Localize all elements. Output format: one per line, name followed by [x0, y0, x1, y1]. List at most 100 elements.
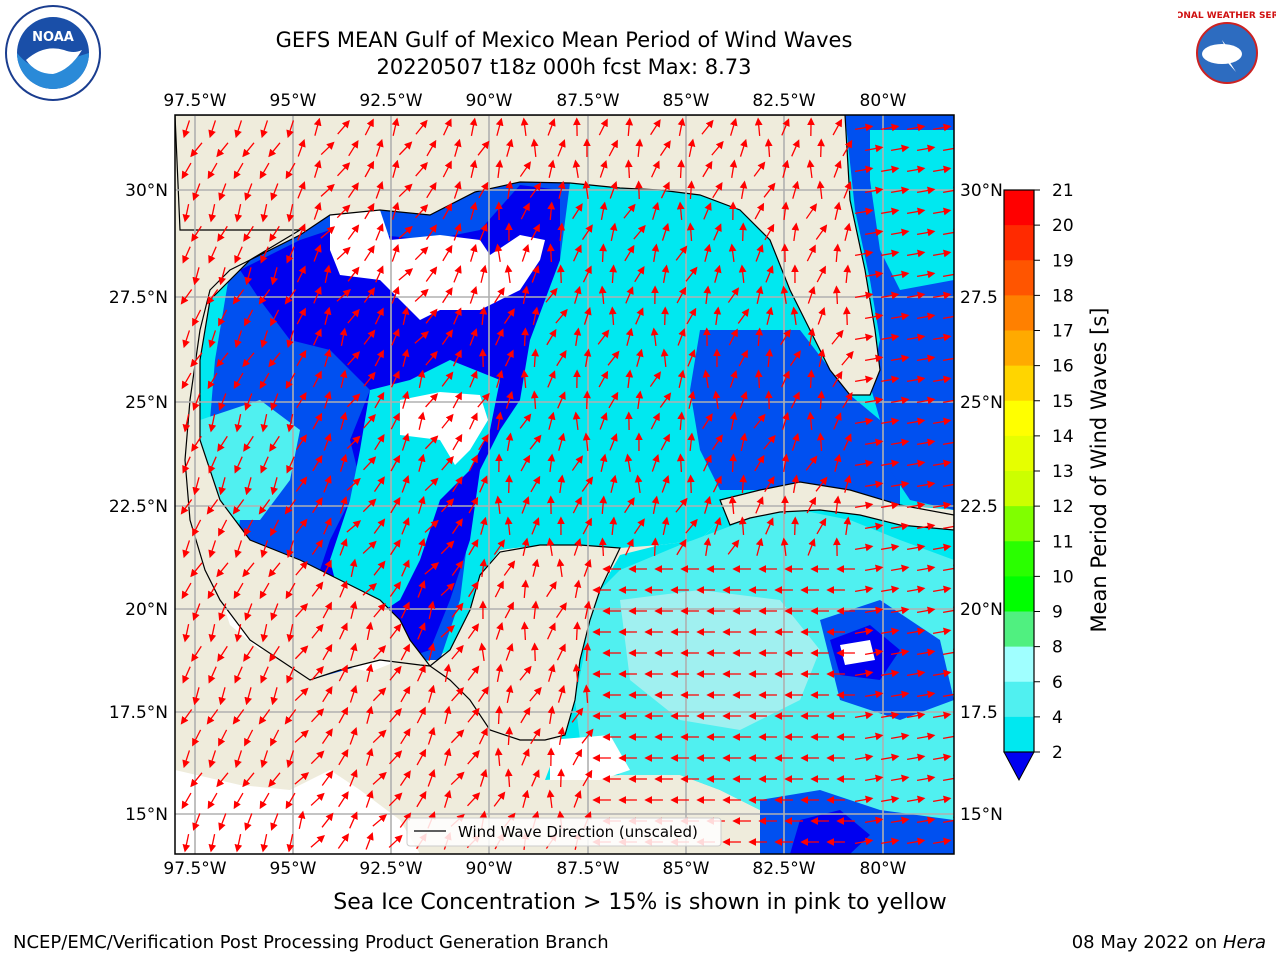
- wind-wave-arrow: [686, 222, 695, 242]
- wind-wave-arrow: [417, 622, 426, 640]
- wind-wave-arrow: [389, 623, 402, 639]
- wind-wave-arrow: [573, 790, 582, 808]
- colorbar-segment: [1004, 506, 1034, 542]
- wind-wave-arrow: [347, 182, 359, 198]
- wind-wave-arrow: [495, 621, 504, 640]
- wind-wave-arrow: [234, 624, 243, 643]
- wind-wave-arrow: [441, 329, 454, 345]
- wind-wave-arrow: [323, 348, 332, 367]
- wind-wave-arrow: [322, 559, 332, 577]
- wind-wave-arrow: [425, 308, 438, 324]
- wind-wave-arrow: [242, 562, 255, 578]
- wind-wave-arrow: [556, 558, 565, 578]
- wind-wave-arrow: [906, 249, 926, 258]
- lon-tick-bottom: 87.5°W: [556, 859, 619, 879]
- wind-wave-arrow: [259, 582, 270, 600]
- wind-wave-arrow: [687, 432, 696, 452]
- wind-wave-arrow: [373, 602, 386, 618]
- wind-wave-arrow: [208, 834, 217, 853]
- wind-wave-arrow: [677, 369, 686, 388]
- lat-tick-right: 15°N: [960, 805, 1003, 825]
- wind-wave-arrow: [182, 750, 191, 769]
- wind-wave-arrow: [806, 496, 817, 514]
- wind-wave-arrow: [391, 159, 400, 178]
- wind-wave-arrow: [906, 753, 926, 762]
- wind-wave-arrow: [233, 792, 244, 810]
- wind-wave-arrow: [398, 268, 414, 281]
- chart-subtitle: 20220507 t18z 000h fcst Max: 8.73: [376, 55, 752, 79]
- wind-wave-arrow: [313, 159, 322, 178]
- wind-wave-arrow: [572, 203, 583, 220]
- wind-wave-arrow: [268, 772, 281, 788]
- wind-wave-arrow: [478, 181, 489, 199]
- wind-wave-arrow: [208, 246, 217, 264]
- wind-wave-arrow: [242, 352, 255, 368]
- wind-wave-arrow: [234, 246, 243, 264]
- wind-wave-arrow: [932, 837, 952, 846]
- wind-wave-arrow: [842, 391, 853, 409]
- wind-wave-arrow: [635, 307, 644, 325]
- wind-wave-arrow: [880, 585, 900, 594]
- wind-wave-arrow: [712, 475, 722, 493]
- wind-wave-arrow: [191, 645, 202, 662]
- wind-wave-arrow: [312, 454, 323, 472]
- wind-wave-arrow: [400, 685, 411, 703]
- wind-wave-arrow: [477, 392, 490, 408]
- wind-wave-arrow: [782, 411, 790, 430]
- wind-wave-arrow: [932, 627, 952, 636]
- wind-wave-arrow: [286, 246, 295, 264]
- wind-wave-arrow: [932, 291, 952, 300]
- wind-wave-arrow: [906, 501, 926, 510]
- wind-wave-arrow: [843, 433, 852, 451]
- map-frame: [174, 114, 955, 855]
- wind-wave-arrow: [765, 517, 774, 535]
- wind-wave-arrow: [530, 223, 540, 241]
- wind-wave-arrow: [737, 308, 750, 324]
- wind-wave-arrow: [609, 516, 618, 536]
- wind-wave-arrow: [440, 582, 455, 596]
- wind-wave-arrow: [791, 474, 800, 493]
- wind-wave-arrow: [415, 161, 428, 177]
- wind-wave-arrow: [451, 518, 463, 534]
- wind-wave-arrow: [729, 411, 738, 430]
- wind-wave-arrow: [864, 270, 884, 279]
- wind-wave-arrow: [880, 543, 900, 552]
- wind-wave-arrow: [401, 432, 410, 451]
- wind-wave-arrow: [942, 396, 954, 405]
- wind-wave-arrow: [625, 327, 634, 346]
- wind-wave-arrow: [854, 501, 874, 510]
- lon-tick-top: 97.5°W: [163, 91, 226, 111]
- wind-wave-arrow: [932, 543, 952, 552]
- wind-wave-arrow: [206, 499, 219, 515]
- wind-wave-arrow: [260, 456, 269, 474]
- wind-wave-arrow: [440, 625, 455, 638]
- wind-wave-arrow: [390, 539, 401, 556]
- wind-wave-arrow: [401, 348, 410, 367]
- colorbar-tick-label: 9: [1052, 603, 1063, 623]
- wind-wave-arrow: [864, 648, 884, 657]
- wind-wave-arrow: [294, 687, 309, 702]
- wind-wave-arrow: [880, 711, 900, 720]
- colorbar-segment: [1004, 365, 1034, 402]
- wind-wave-arrow: [555, 308, 568, 324]
- wind-wave-arrow: [443, 663, 452, 682]
- wind-wave-arrow: [443, 789, 452, 808]
- wind-wave-arrow: [817, 390, 826, 410]
- colorbar-label: Mean Period of Wind Waves [s]: [1087, 308, 1111, 633]
- wind-wave-arrow: [375, 223, 384, 241]
- wind-wave-arrow: [286, 204, 295, 223]
- wind-wave-arrow: [294, 772, 310, 785]
- wind-wave-arrow: [244, 267, 252, 286]
- wind-wave-arrow: [182, 246, 191, 264]
- wind-wave-arrow: [650, 119, 661, 136]
- wind-wave-arrow: [685, 518, 698, 534]
- wind-wave-arrow: [890, 396, 910, 405]
- wind-wave-arrow: [581, 476, 594, 492]
- wind-wave-arrow: [494, 287, 505, 304]
- colorbar-extend-arrow: [1003, 751, 1035, 782]
- wind-wave-arrow: [424, 477, 439, 492]
- wind-wave-arrow: [624, 497, 635, 514]
- wind-wave-arrow: [494, 580, 504, 598]
- wind-wave-arrow: [336, 204, 351, 219]
- wind-wave-arrow: [364, 160, 375, 178]
